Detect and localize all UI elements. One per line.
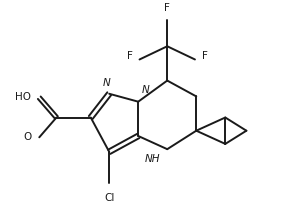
Text: Cl: Cl: [104, 193, 115, 203]
Text: F: F: [127, 51, 133, 61]
Text: NH: NH: [145, 154, 161, 164]
Text: O: O: [23, 132, 31, 142]
Text: F: F: [201, 51, 208, 61]
Text: N: N: [103, 78, 110, 88]
Text: F: F: [164, 3, 170, 13]
Text: HO: HO: [15, 92, 31, 102]
Text: N: N: [142, 85, 150, 95]
